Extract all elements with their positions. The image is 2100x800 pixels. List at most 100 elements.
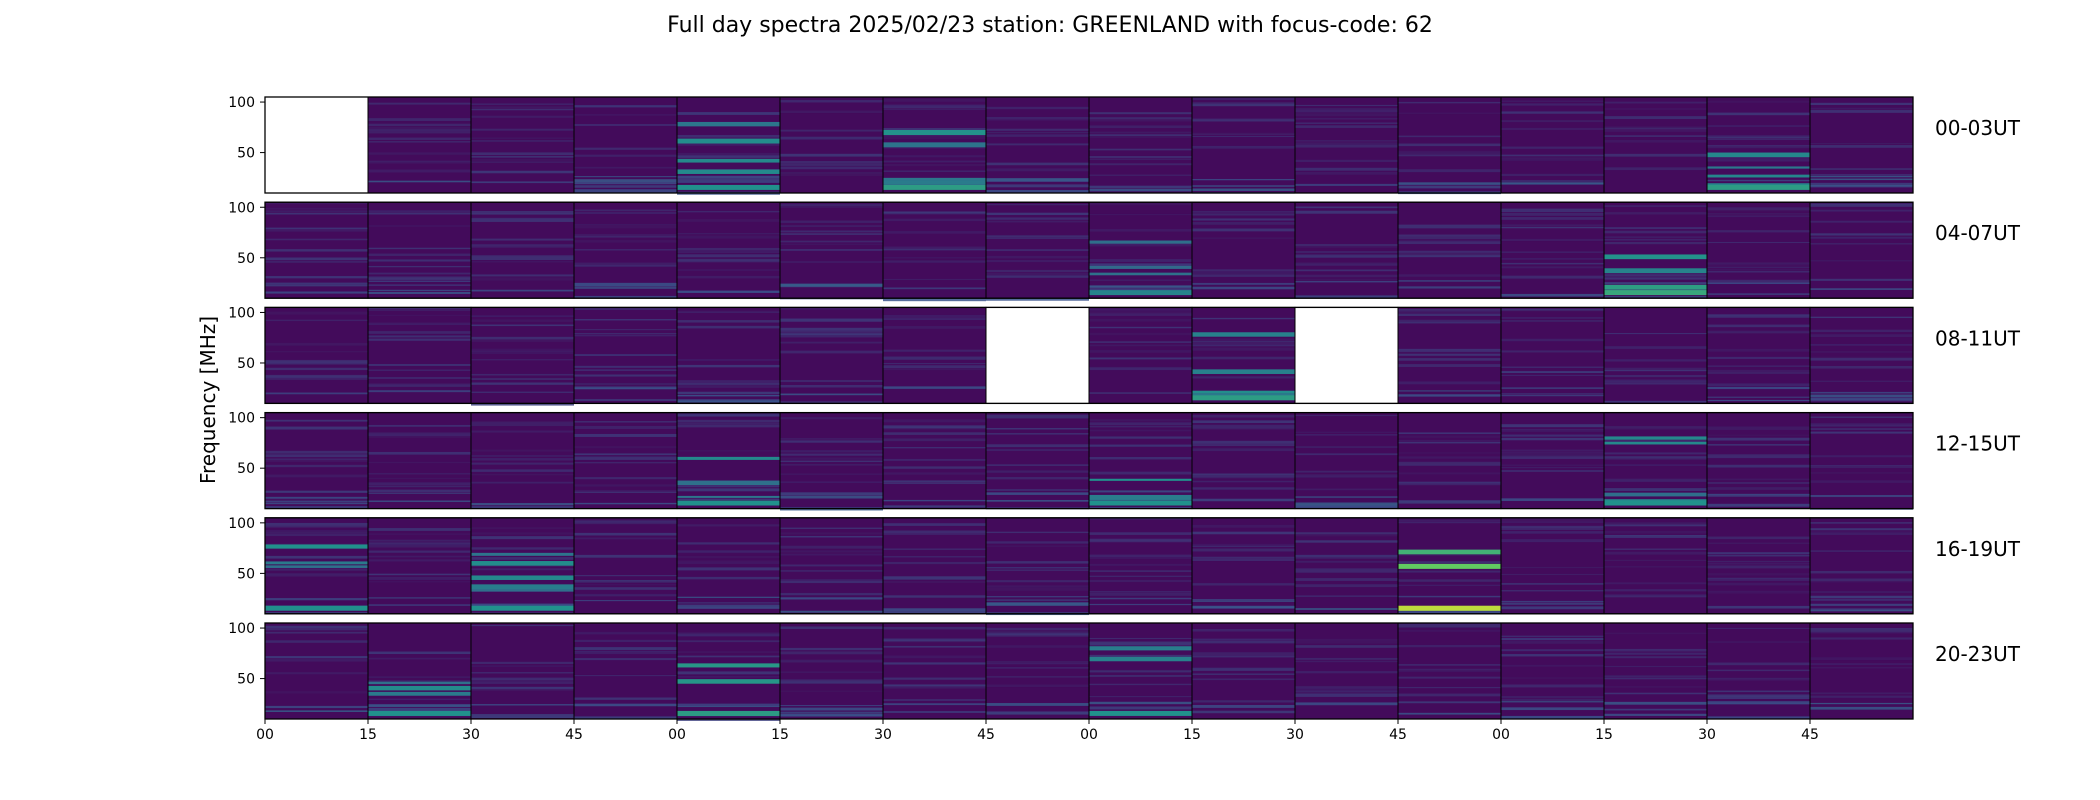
spectral-band — [1604, 713, 1707, 716]
y-tick-label: 100 — [228, 95, 255, 111]
y-tick-label: 50 — [237, 672, 255, 688]
spectral-band — [986, 661, 1089, 663]
spectral-band — [780, 249, 883, 251]
spectra-row: 100 50 08-11UT — [228, 305, 2021, 406]
spectral-band — [368, 212, 471, 215]
spectral-band — [1501, 350, 1604, 353]
spectral-band — [1398, 182, 1501, 185]
spectral-band — [1295, 108, 1398, 110]
spectral-band — [1501, 374, 1604, 376]
spectral-band — [574, 433, 677, 437]
spectral-band — [677, 450, 780, 452]
spectral-band — [1707, 179, 1810, 182]
bright-band — [1604, 290, 1707, 296]
spectral-band — [780, 166, 883, 170]
spectral-band — [986, 269, 1089, 272]
spectral-band — [265, 367, 368, 371]
bright-band — [1707, 174, 1810, 178]
spectral-band — [368, 492, 471, 494]
spectral-band — [1707, 156, 1810, 160]
spectral-band — [1810, 397, 1913, 400]
spectral-band — [574, 453, 677, 456]
spectral-band — [1604, 701, 1707, 705]
spectrogram-panel — [1810, 623, 1913, 719]
spectral-band — [368, 500, 471, 502]
spectral-band — [1810, 220, 1913, 223]
spectral-band — [471, 686, 574, 689]
spectral-band — [883, 532, 986, 535]
spectral-band — [780, 136, 883, 139]
bright-band — [1089, 646, 1192, 650]
spectral-band — [1295, 140, 1398, 142]
spectral-band — [368, 369, 471, 371]
spectral-band — [1604, 479, 1707, 482]
spectral-band — [368, 253, 471, 256]
spectral-band — [574, 225, 677, 229]
bright-band — [883, 184, 986, 190]
y-tick-label: 50 — [237, 356, 255, 372]
spectral-band — [368, 322, 471, 325]
spectral-band — [1810, 344, 1913, 346]
spectral-band — [1501, 100, 1604, 102]
spectral-band — [780, 527, 883, 529]
spectral-band — [471, 277, 574, 281]
spectral-band — [471, 547, 574, 550]
spectral-band — [1501, 111, 1604, 114]
spectral-band — [1501, 451, 1604, 454]
spectral-band — [1192, 286, 1295, 290]
bright-band — [1089, 290, 1192, 296]
spectral-band — [1501, 103, 1604, 106]
bright-band — [1604, 268, 1707, 273]
spectral-band — [780, 580, 883, 584]
spectral-band — [1604, 594, 1707, 597]
spectral-band — [1604, 464, 1707, 466]
spectral-band — [574, 580, 677, 583]
spectral-band — [1501, 320, 1604, 322]
spectral-band — [677, 640, 780, 643]
spectral-band — [1089, 286, 1192, 289]
spectral-band — [1192, 414, 1295, 418]
spectrogram-panel — [574, 623, 677, 719]
bright-band — [677, 121, 780, 127]
spectral-band — [1089, 532, 1192, 535]
spectral-band — [368, 280, 471, 282]
spectral-band — [574, 369, 677, 371]
spectral-band — [471, 156, 574, 158]
spectral-band — [1501, 456, 1604, 459]
spectral-band — [1810, 627, 1913, 631]
spectral-band — [265, 705, 368, 709]
spectral-band — [986, 635, 1089, 637]
spectral-band — [1192, 444, 1295, 446]
spectral-band — [471, 128, 574, 131]
spectral-band — [1810, 629, 1913, 631]
spectral-band — [1089, 675, 1192, 677]
spectral-band — [1810, 358, 1913, 361]
spectral-band — [471, 351, 574, 354]
spectral-band — [471, 158, 574, 161]
spectral-band — [265, 282, 368, 285]
spectral-band — [1501, 684, 1604, 688]
spectral-band — [1295, 431, 1398, 433]
spectral-band — [1192, 524, 1295, 528]
spectral-band — [883, 699, 986, 701]
y-tick-label: 50 — [237, 461, 255, 477]
spectral-band — [1089, 683, 1192, 686]
spectral-band — [1707, 454, 1810, 457]
spectral-band — [471, 382, 574, 385]
spectral-band — [1810, 168, 1913, 170]
spectral-band — [1604, 277, 1707, 280]
spectral-band — [265, 207, 368, 210]
spectral-band — [1192, 652, 1295, 656]
spectral-band — [1089, 499, 1192, 502]
spectral-band — [368, 451, 471, 455]
x-tick-label: 30 — [1698, 727, 1716, 743]
spectral-band — [368, 118, 471, 122]
spectral-band — [1501, 154, 1604, 157]
spectral-band — [1810, 532, 1913, 535]
spectral-band — [677, 488, 780, 492]
spectral-band — [1295, 278, 1398, 281]
spectral-band — [1604, 230, 1707, 234]
spectral-band — [1295, 415, 1398, 417]
spectral-band — [986, 433, 1089, 435]
